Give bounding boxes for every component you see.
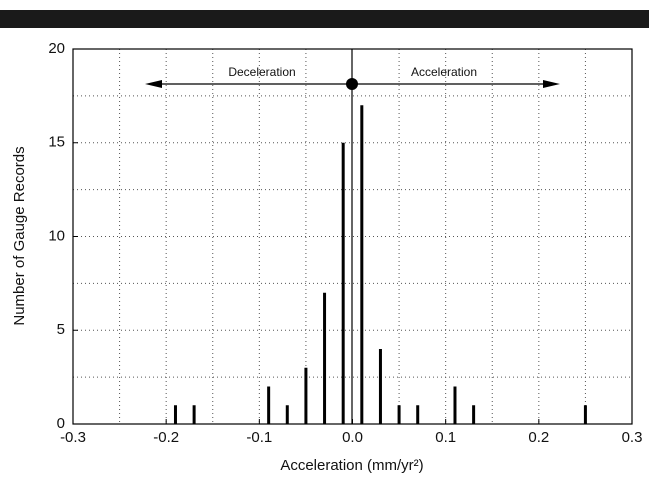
top-bar	[0, 10, 649, 28]
x-tick-label: -0.1	[246, 429, 272, 446]
arrow-head-left	[145, 80, 162, 88]
bar	[267, 386, 271, 424]
x-tick-label: -0.3	[60, 429, 86, 446]
bar	[378, 349, 382, 424]
bar	[416, 405, 420, 424]
bar	[323, 292, 327, 424]
bar	[192, 405, 196, 424]
bar	[304, 367, 308, 424]
bar	[583, 405, 587, 424]
x-tick-label: 0.0	[342, 429, 363, 446]
bar	[472, 405, 476, 424]
annotation: Deceleration	[228, 65, 295, 79]
y-tick-label: 10	[48, 227, 65, 244]
origin-dot	[346, 78, 358, 90]
annotation: Acceleration	[411, 65, 477, 79]
y-tick-label: 20	[48, 40, 65, 57]
x-tick-label: 0.2	[528, 429, 549, 446]
bar	[453, 386, 457, 424]
y-tick-label: 5	[57, 321, 65, 338]
x-tick-label: -0.2	[153, 429, 179, 446]
arrow-head-right	[543, 80, 560, 88]
y-tick-label: 15	[48, 134, 65, 151]
x-tick-label: 0.3	[622, 429, 643, 446]
bar	[397, 405, 401, 424]
y-axis-label: Number of Gauge Records	[11, 146, 28, 325]
bar	[360, 105, 364, 424]
bar	[341, 142, 345, 424]
x-tick-label: 0.1	[435, 429, 456, 446]
bar	[285, 405, 289, 424]
bar	[173, 405, 177, 424]
y-tick-label: 0	[57, 415, 65, 432]
x-axis-label: Acceleration (mm/yr²)	[280, 457, 423, 474]
